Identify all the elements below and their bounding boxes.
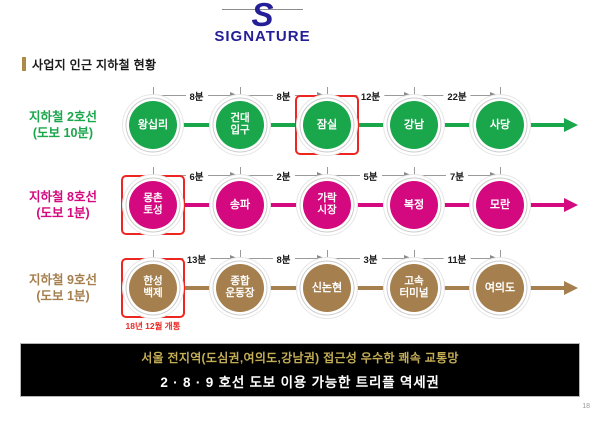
travel-time-label: 11분 [443, 252, 471, 266]
travel-time-label: 3분 [359, 252, 382, 266]
dimension-arrow-icon [404, 92, 411, 98]
travel-time-label: 13분 [182, 252, 211, 266]
station-circle: 몽촌 토성 [129, 181, 177, 229]
dimension-arrow-icon [317, 255, 324, 261]
banner-subline: 2 · 8 · 9 호선 도보 이용 가능한 트리플 역세권 [160, 375, 440, 390]
station-circle: 여의도 [476, 264, 524, 312]
dimension-tick [499, 250, 501, 268]
travel-time-label: 8분 [272, 89, 295, 103]
dimension-tick [413, 250, 415, 268]
travel-time-label: 8분 [185, 89, 208, 103]
station-circle: 가락 시장 [303, 181, 351, 229]
title-accent-bar [22, 57, 26, 71]
logo: S SIGNATURE [190, 0, 335, 46]
line-label: 지하철 2호선 (도보 10분) [29, 110, 97, 141]
subway-track-arrow-icon [564, 281, 578, 295]
highlight-box [295, 95, 359, 155]
station-circle: 건대 입구 [216, 101, 264, 149]
station-circle: 왕십리 [129, 101, 177, 149]
station-circle: 한성 백제 [129, 264, 177, 312]
travel-time-label: 22분 [443, 89, 471, 103]
dimension-arrow-icon [230, 255, 237, 261]
dimension-tick [499, 167, 501, 185]
station-circle: 신논현 [303, 264, 351, 312]
subway-track-line [153, 203, 564, 207]
station-circle: 고속 터미널 [390, 264, 438, 312]
dimension-tick [239, 167, 241, 185]
dimension-arrow-icon [490, 255, 497, 261]
travel-time-label: 5분 [359, 169, 382, 183]
station-open-date-note: 18년 12월 개통 [125, 321, 181, 331]
dimension-tick [326, 167, 328, 185]
subway-track-arrow-icon [564, 118, 578, 132]
dimension-arrow-icon [404, 255, 411, 261]
dimension-tick [239, 87, 241, 105]
travel-time-label: 7분 [445, 169, 469, 183]
dimension-arrow-icon [490, 92, 497, 98]
station-circle: 종합 운동장 [216, 264, 264, 312]
station-circle: 복정 [390, 181, 438, 229]
dimension-tick [326, 250, 328, 268]
banner-headline: 서울 전지역(도심권,여의도,강남권) 접근성 우수한 쾌속 교통망 [141, 351, 459, 365]
line-label: 지하철 8호선 (도보 1분) [29, 190, 97, 221]
subway-track-line [153, 286, 564, 290]
highlight-box [121, 175, 185, 235]
page-title: 사업지 인근 지하철 현황 [32, 57, 157, 72]
travel-time-label: 6분 [185, 169, 208, 183]
dimension-arrow-icon [230, 172, 237, 178]
dimension-tick [413, 167, 415, 185]
page-number: 18 [582, 403, 590, 410]
dimension-arrow-icon [317, 172, 324, 178]
station-circle: 모란 [476, 181, 524, 229]
highlight-box [121, 258, 185, 318]
dimension-tick [413, 87, 415, 105]
dimension-arrow-icon [490, 172, 497, 178]
station-circle: 잠실 [303, 101, 351, 149]
logo-s-mark: S [251, 0, 274, 33]
dimension-arrow-icon [404, 172, 411, 178]
page-title-block: 사업지 인근 지하철 현황 [22, 55, 156, 73]
logo-wordmark: SIGNATURE [214, 28, 311, 45]
station-circle: 사당 [476, 101, 524, 149]
logo-underline [222, 9, 303, 10]
summary-banner: 서울 전지역(도심권,여의도,강남권) 접근성 우수한 쾌속 교통망 2 · 8… [20, 343, 580, 397]
subway-track-arrow-icon [564, 198, 578, 212]
dimension-arrow-icon [230, 92, 237, 98]
station-circle: 송파 [216, 181, 264, 229]
dimension-tick [239, 250, 241, 268]
station-circle: 강남 [390, 101, 438, 149]
line-label: 지하철 9호선 (도보 1분) [29, 273, 97, 304]
travel-time-label: 12분 [356, 89, 385, 103]
dimension-tick [499, 87, 501, 105]
travel-time-label: 8분 [272, 252, 295, 266]
dimension-tick [152, 87, 154, 105]
travel-time-label: 2분 [272, 169, 295, 183]
